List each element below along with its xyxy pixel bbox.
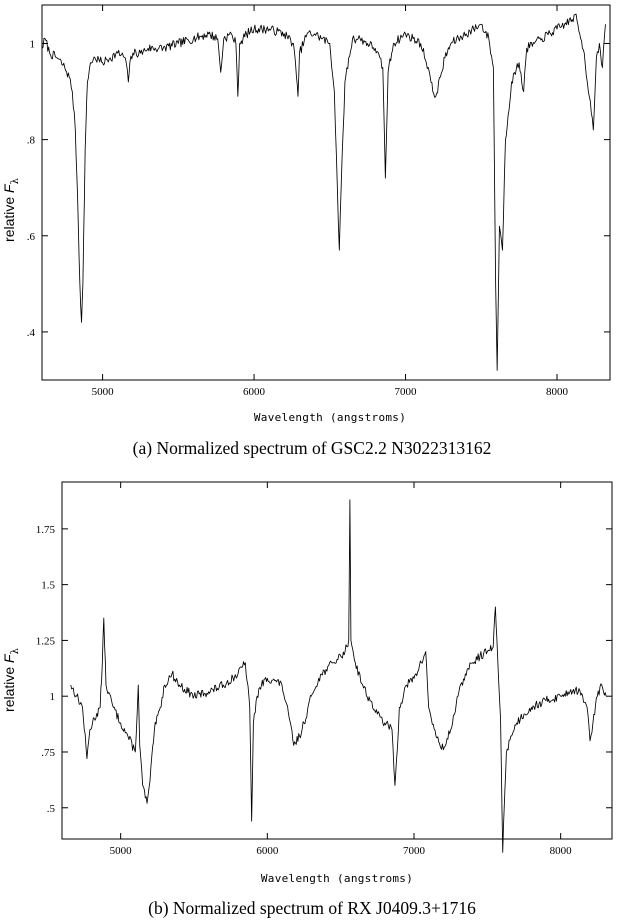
panel-a-xlabel: Wavelength (angstroms) [254,411,406,424]
panel-b-ylabel-symbol: F [1,653,17,663]
panel-b-ylabel: relative Fλ [1,647,21,712]
panel-b-xtick-label: 8000 [550,845,573,857]
panel-a-ytick-label: 1 [30,38,36,50]
panel-a-frame [41,4,611,381]
panel-a-caption: (a) Normalized spectrum of GSC2.2 N30223… [133,438,492,458]
panel-b-spectrum-line [70,499,607,853]
svg-text:relative Fλ: relative Fλ [1,177,21,242]
panel-b-frame [61,481,613,840]
svg-text:relative Fλ: relative Fλ [1,647,21,712]
panel-b-ytick-label: 1.25 [36,635,56,647]
panel-b: 5000 6000 7000 8000 .5 .75 1 1.25 1.5 1.75 relati… [1,481,613,918]
panel-b-ytick-label: 1.5 [41,580,55,592]
panel-a-ytick-label: .6 [27,231,36,243]
panel-a-xtick-label: 6000 [243,386,266,398]
panel-a: 5000 6000 7000 8000 .4 .6 .8 1 relative Fλ Wave… [1,4,611,458]
panel-b-xtick-label: 6000 [256,845,279,857]
panel-a-ticks: 5000 6000 7000 8000 .4 .6 .8 1 [27,5,610,398]
panel-a-ylabel-subscript: λ [10,177,21,184]
panel-b-caption: (b) Normalized spectrum of RX J0409.3+17… [148,898,476,918]
panel-a-ylabel: relative Fλ [1,177,21,242]
panel-b-ylabel-subscript: λ [10,647,21,654]
panel-b-xtick-label: 5000 [110,845,133,857]
panel-a-xtick-label: 8000 [546,386,569,398]
panel-b-ytick-label: .75 [41,747,55,759]
panel-b-xtick-label: 7000 [403,845,426,857]
panel-a-ytick-label: .4 [27,327,36,339]
panel-a-spectrum-line [41,13,606,371]
panel-a-ylabel-main: relative [1,193,17,242]
panel-a-xtick-label: 5000 [92,386,115,398]
panel-a-ylabel-symbol: F [1,183,17,193]
panel-b-ytick-label: 1.75 [36,524,56,536]
panel-a-ytick-label: .8 [27,135,36,147]
panel-b-ytick-label: .5 [47,803,56,815]
panel-b-ticks: 5000 6000 7000 8000 .5 .75 1 1.25 1.5 1.75 [36,482,612,857]
panel-b-ylabel-main: relative [1,663,17,712]
panel-b-xlabel: Wavelength (angstroms) [261,872,413,885]
panel-b-ytick-label: 1 [50,691,56,703]
panel-a-xtick-label: 7000 [395,386,418,398]
